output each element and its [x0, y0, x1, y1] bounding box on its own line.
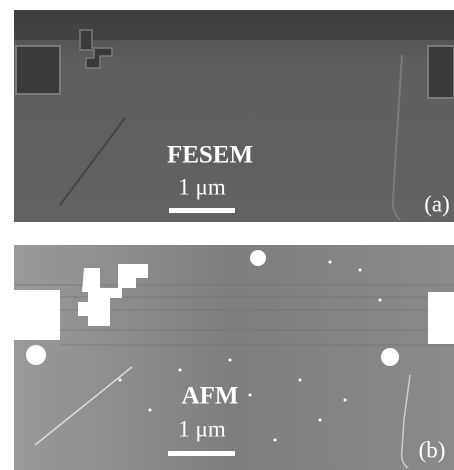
afm-particle: [381, 348, 399, 366]
technique-label: AFM: [182, 383, 239, 410]
scale-label: 1 μm: [178, 416, 226, 441]
afm-pad-right: [428, 292, 454, 344]
panel-b: AFM 1 μm (b): [14, 245, 454, 470]
scale-bar: [168, 451, 235, 456]
page: {"panels": [ {"technique": "FESEM", "sca…: [0, 0, 454, 470]
panel-a: FESEM 1 μm (a): [14, 10, 454, 222]
sem-pad-right: [428, 46, 454, 98]
figure: FESEM 1 μm (a) AFM 1 μm (b): [0, 0, 454, 470]
afm-particle: [26, 345, 46, 365]
sem-pad-left: [16, 46, 60, 94]
scale-label: 1 μm: [178, 174, 226, 199]
technique-label: FESEM: [167, 142, 253, 169]
scale-bar: [169, 208, 235, 213]
afm-pad-left: [14, 290, 60, 340]
panel-label: (b): [419, 437, 446, 462]
panel-label: (a): [424, 191, 450, 216]
afm-particle: [250, 250, 266, 266]
